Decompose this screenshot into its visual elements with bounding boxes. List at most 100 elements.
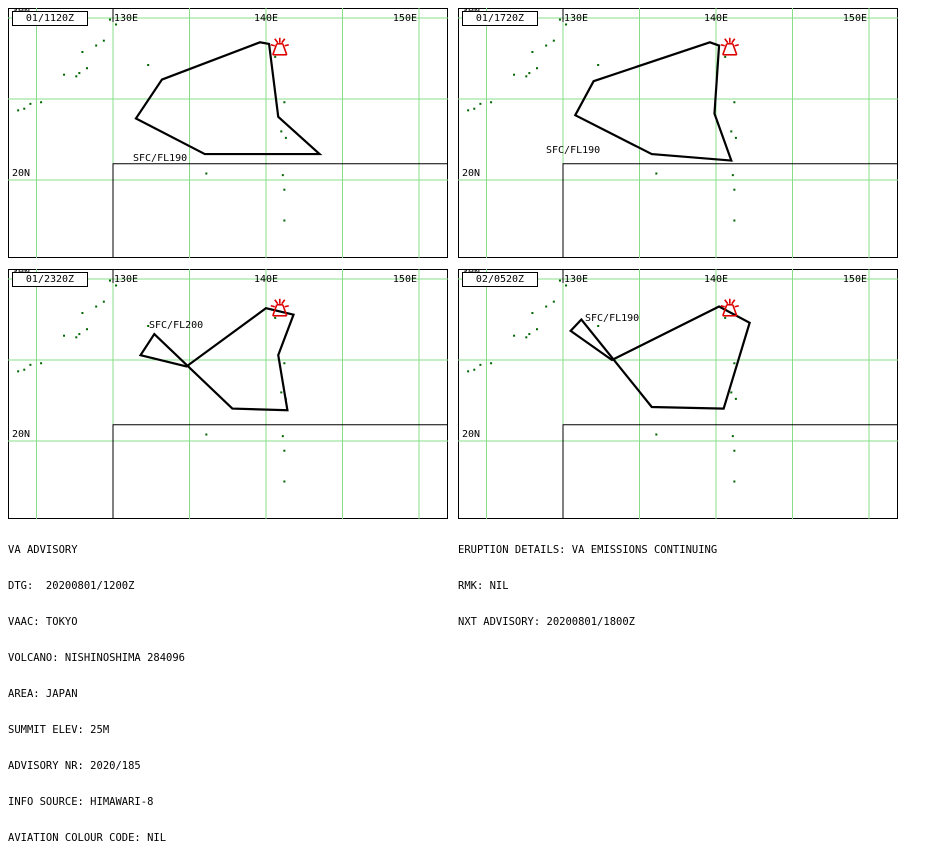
advisory-summit-elev: SUMMIT ELEV: 25M xyxy=(8,724,110,736)
island xyxy=(205,433,208,436)
island xyxy=(274,316,277,319)
island xyxy=(731,435,734,438)
map-panel-3: 130E140E150E20N30NSFC/FL200 xyxy=(8,269,448,519)
lon-label-130e: 130E xyxy=(114,13,138,24)
map-panel-2: 130E140E150E20N30NSFC/FL190 xyxy=(458,8,898,258)
volcano-icon-stroke xyxy=(720,44,725,47)
volcano-icon-stroke xyxy=(284,44,289,47)
island xyxy=(531,51,534,54)
lon-label-150e: 150E xyxy=(843,274,867,285)
lon-label-130e: 130E xyxy=(564,13,588,24)
island xyxy=(552,39,555,42)
lon-label-150e: 150E xyxy=(393,274,417,285)
next-advisory: NXT ADVISORY: 20200801/1800Z xyxy=(458,616,636,628)
island xyxy=(75,75,78,78)
fir-boundary xyxy=(562,424,898,519)
fir-boundary xyxy=(112,163,448,258)
ash-cloud-polygon xyxy=(138,306,296,412)
island xyxy=(734,136,737,139)
volcano-icon xyxy=(720,37,739,56)
time-label: 01/1720Z xyxy=(462,11,538,26)
volcano-icon-stroke xyxy=(270,44,275,47)
island xyxy=(23,368,26,371)
island xyxy=(284,136,287,139)
island xyxy=(108,18,111,21)
volcano-icon-stroke xyxy=(724,38,729,44)
island xyxy=(108,279,111,282)
island xyxy=(535,67,538,70)
island xyxy=(40,101,43,104)
island xyxy=(513,73,516,76)
island xyxy=(552,300,555,303)
advisory-colour-code: AVIATION COLOUR CODE: NIL xyxy=(8,832,167,844)
island xyxy=(63,334,66,337)
island xyxy=(283,480,286,483)
island xyxy=(597,324,600,327)
volcano-icon-stroke xyxy=(731,299,736,305)
island xyxy=(81,51,84,54)
panel-1: 130E140E150E20N30NSFC/FL190 01/1120Z xyxy=(8,8,448,258)
panel-3: 130E140E150E20N30NSFC/FL200 01/2320Z xyxy=(8,269,448,519)
island xyxy=(733,101,736,104)
map-frame xyxy=(458,8,898,258)
island xyxy=(280,130,283,133)
volcano-icon-stroke xyxy=(272,43,278,56)
volcano-icon-stroke xyxy=(284,305,289,308)
island xyxy=(115,23,118,26)
volcano-icon xyxy=(270,37,289,56)
volcano-icon-stroke xyxy=(282,304,288,317)
island xyxy=(147,63,150,66)
volcano-icon-stroke xyxy=(734,44,739,47)
island xyxy=(85,328,88,331)
island xyxy=(78,72,81,75)
island xyxy=(730,391,733,394)
island xyxy=(473,107,476,110)
advisory-info-right: ERUPTION DETAILS: VA EMISSIONS CONTINUIN… xyxy=(458,520,717,640)
ash-cloud-polygon xyxy=(134,41,323,156)
volcano-icon-stroke xyxy=(722,304,728,317)
island xyxy=(205,172,208,175)
island xyxy=(17,109,20,112)
island xyxy=(283,101,286,104)
time-label: 01/2320Z xyxy=(12,272,88,287)
island xyxy=(730,130,733,133)
advisory-info-source: INFO SOURCE: HIMAWARI-8 xyxy=(8,796,154,808)
island xyxy=(283,188,286,191)
island xyxy=(467,109,470,112)
island xyxy=(78,333,81,336)
lat-label-20n: 20N xyxy=(12,429,30,440)
island xyxy=(23,107,26,110)
volcano-icon xyxy=(720,298,739,317)
island xyxy=(115,284,118,287)
ash-cloud-polygon xyxy=(568,305,751,410)
volcano-icon-stroke xyxy=(274,299,279,305)
volcano-icon xyxy=(270,298,289,317)
volcano-icon-stroke xyxy=(722,43,728,56)
ash-cloud-polygon xyxy=(573,41,733,162)
volcano-icon-stroke xyxy=(732,304,738,317)
panel-4: 130E140E150E20N30NSFC/FL190 02/0520Z xyxy=(458,269,898,519)
island xyxy=(95,44,98,47)
advisory-title: VA ADVISORY xyxy=(8,544,78,556)
island xyxy=(40,362,43,365)
island xyxy=(528,72,531,75)
island xyxy=(490,101,493,104)
advisory-dtg: DTG: 20200801/1200Z xyxy=(8,580,135,592)
lon-label-130e: 130E xyxy=(114,274,138,285)
island xyxy=(597,63,600,66)
island xyxy=(733,480,736,483)
volcano-icon-stroke xyxy=(274,38,279,44)
volcano-icon-stroke xyxy=(281,299,286,305)
island xyxy=(655,172,658,175)
volcano-icon-stroke xyxy=(282,43,288,56)
time-label: 02/0520Z xyxy=(462,272,538,287)
island xyxy=(733,188,736,191)
island xyxy=(479,363,482,366)
volcano-icon-stroke xyxy=(281,38,286,44)
island xyxy=(473,368,476,371)
island xyxy=(724,55,727,58)
island xyxy=(565,284,568,287)
island xyxy=(281,174,284,177)
island xyxy=(724,316,727,319)
island xyxy=(17,370,20,373)
